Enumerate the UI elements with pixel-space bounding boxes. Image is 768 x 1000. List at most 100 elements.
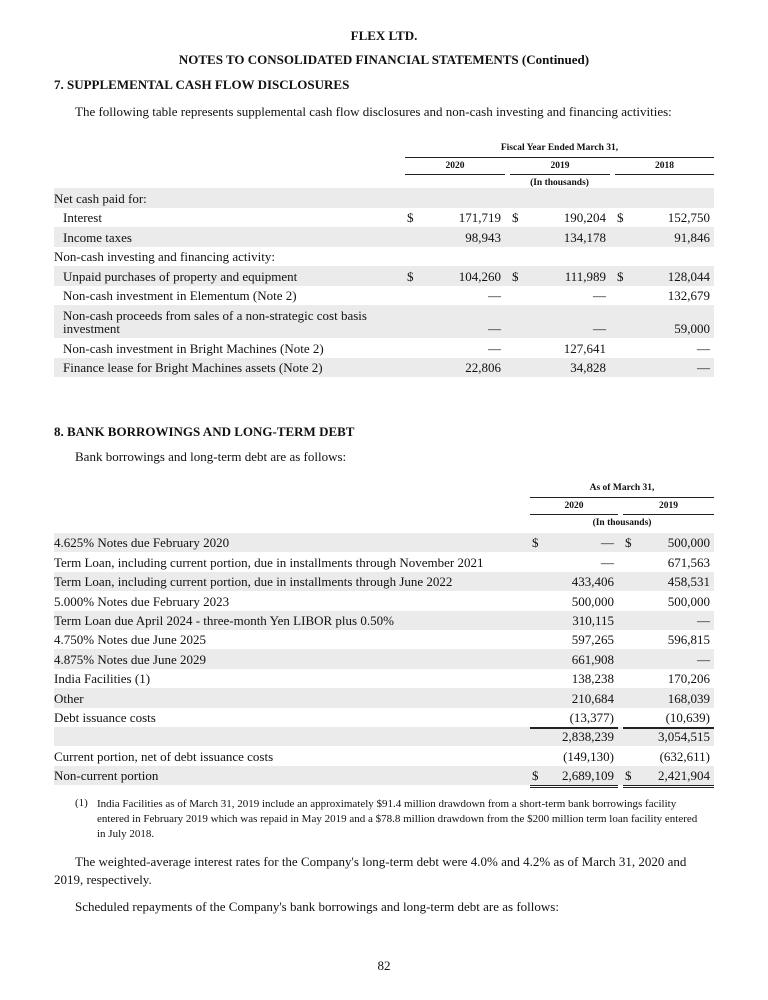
dollar-sign: $	[532, 535, 539, 551]
row-label: Term Loan, including current portion, du…	[54, 554, 484, 570]
table-row: 4.625% Notes due February 2020 $ — $500,000	[54, 533, 714, 553]
row-label: Non-cash investment in Elementum (Note 2…	[63, 288, 297, 303]
cell-value: 500,000	[667, 535, 710, 551]
row-label: Term Loan due April 2024 - three-month Y…	[54, 612, 394, 628]
header-rule	[530, 497, 714, 498]
row-label: Non-cash proceeds from sales of a non-st…	[63, 308, 367, 336]
row-label: Interest	[63, 210, 102, 225]
table-row: Term Loan, including current portion, du…	[54, 552, 714, 571]
cell-value: (13,377)	[569, 709, 614, 725]
cell-value: 2,421,904	[658, 768, 710, 784]
dollar-sign: $	[617, 268, 624, 284]
column-rule	[405, 174, 505, 175]
cell-value: —	[601, 535, 614, 551]
cell-value: 171,719	[458, 210, 501, 225]
repayments-paragraph: Scheduled repayments of the Company's ba…	[75, 899, 559, 914]
page-number: 82	[377, 958, 391, 973]
table-row: India Facilities (1) 138,238 170,206	[54, 669, 714, 688]
cell-value: 310,115	[572, 612, 614, 628]
units-label: (In thousands)	[530, 178, 589, 188]
row-label: 5.000% Notes due February 2023	[54, 593, 230, 609]
total-double-rule	[623, 785, 714, 789]
section7-intro: The following table represents supplemen…	[75, 104, 672, 119]
cell-value: 91,846	[674, 229, 710, 245]
cash-flow-table: Fiscal Year Ended March 31, 2020 2019 2018 (…	[54, 140, 714, 377]
column-year: 2019	[659, 501, 678, 511]
cell-value: 661,908	[571, 651, 614, 667]
table-row: Debt issuance costs (13,377) (10,639)	[54, 708, 714, 727]
dollar-sign: $	[512, 268, 519, 284]
row-label: Current portion, net of debt issuance co…	[54, 748, 274, 764]
cell-value: 98,943	[465, 229, 501, 245]
cell-value: 2,838,239	[562, 729, 614, 745]
section7-heading: 7. SUPPLEMENTAL CASH FLOW DISCLOSURES	[54, 77, 350, 92]
cell-value: 134,178	[563, 229, 606, 245]
section8-intro: Bank borrowings and long-term debt are a…	[75, 449, 347, 464]
cell-value: —	[488, 321, 501, 336]
cell-value: 127,641	[563, 340, 606, 356]
row-label: Net cash paid for:	[54, 190, 147, 206]
row-label: 4.875% Notes due June 2029	[54, 651, 207, 667]
cell-value: 500,000	[571, 593, 614, 609]
dollar-sign: $	[617, 210, 624, 225]
period-header: Fiscal Year Ended March 31,	[500, 143, 619, 153]
cell-value: —	[593, 288, 606, 303]
table-row: Finance lease for Bright Machines assets…	[54, 357, 714, 377]
cell-value: 433,406	[571, 574, 614, 590]
cell-value: 22,806	[465, 360, 501, 375]
column-year: 2018	[655, 161, 674, 171]
cell-value: 500,000	[667, 593, 710, 609]
row-label: Non-cash investing and financing activit…	[54, 249, 275, 264]
column-year: 2020	[564, 501, 584, 511]
row-label: Term Loan, including current portion, du…	[54, 574, 453, 590]
cell-value: (149,130)	[563, 748, 614, 764]
notes-title: NOTES TO CONSOLIDATED FINANCIAL STATEMEN…	[178, 52, 590, 67]
cell-value: 596,815	[667, 632, 710, 648]
table-row: Interest $171,719 $190,204 $152,750	[54, 208, 714, 228]
cell-value: (632,611)	[659, 748, 710, 764]
dollar-sign: $	[532, 768, 539, 784]
cell-value: 152,750	[667, 210, 710, 225]
cell-value: 458,531	[667, 574, 710, 590]
row-label: India Facilities (1)	[54, 671, 151, 687]
units-label: (In thousands)	[592, 518, 652, 528]
cell-value: 210,684	[571, 690, 614, 706]
table-row: Current portion, net of debt issuance co…	[54, 746, 714, 765]
header-rule	[405, 157, 714, 158]
row-label: Unpaid purchases of property and equipme…	[63, 268, 298, 284]
table-header: Fiscal Year Ended March 31, 2020 2019 2018 (…	[54, 140, 714, 188]
cell-value: 190,204	[563, 210, 606, 225]
cell-value: 104,260	[458, 268, 501, 284]
cell-value: 3,054,515	[658, 729, 710, 745]
row-label: Income taxes	[63, 229, 132, 245]
table-row: 4.750% Notes due June 2025 597,265 596,815	[54, 630, 714, 649]
column-rule	[615, 174, 714, 175]
cell-value: 168,039	[667, 690, 710, 706]
debt-table: As of March 31, 2020 2019 (In thousands) 4.6…	[54, 480, 714, 789]
row-label: Debt issuance costs	[54, 709, 156, 725]
table-row: Term Loan, including current portion, du…	[54, 571, 714, 592]
cell-value: —	[697, 360, 710, 375]
subtotal-rule	[530, 726, 618, 729]
table-row: Term Loan due April 2024 - three-month Y…	[54, 610, 714, 630]
footnote-marker: (1)	[75, 797, 88, 809]
table-row: Non-cash investment in Bright Machines (…	[54, 338, 714, 358]
row-label: Non-current portion	[54, 768, 159, 784]
cell-value: (10,639)	[665, 709, 710, 725]
row-label: Finance lease for Bright Machines assets…	[63, 360, 323, 375]
cell-value: —	[697, 612, 710, 628]
column-rule	[530, 514, 618, 515]
cell-value: —	[488, 288, 501, 303]
column-rule	[623, 514, 714, 515]
dollar-sign: $	[625, 768, 632, 784]
table-row: Non-cash proceeds from sales of a non-st…	[54, 305, 714, 338]
table-row: Unpaid purchases of property and equipme…	[54, 266, 714, 286]
column-year: 2019	[550, 161, 570, 171]
table-row: Non-cash investing and financing activit…	[54, 247, 714, 267]
subtotal-rule	[623, 726, 714, 729]
cell-value: 671,563	[667, 554, 710, 570]
cell-value: 170,206	[667, 671, 710, 687]
cell-value: 128,044	[667, 268, 710, 284]
cell-value: 132,679	[667, 288, 710, 303]
cell-value: —	[488, 340, 501, 356]
